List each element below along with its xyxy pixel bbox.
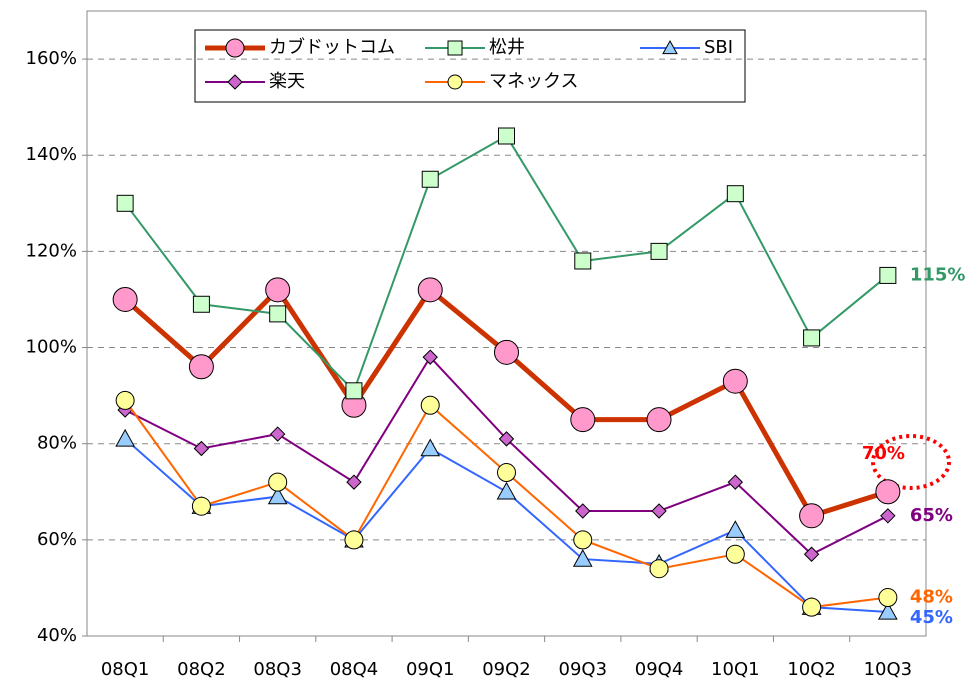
data-point bbox=[188, 354, 214, 380]
y-tick-label: 140% bbox=[26, 144, 77, 165]
legend-label: SBI bbox=[704, 37, 733, 58]
x-tick-label: 10Q3 bbox=[864, 659, 913, 680]
data-point bbox=[572, 549, 593, 567]
data-point bbox=[879, 266, 897, 284]
data-point bbox=[193, 440, 210, 457]
data-point bbox=[573, 530, 593, 550]
x-tick-label: 09Q1 bbox=[406, 659, 455, 680]
data-point bbox=[802, 597, 822, 617]
data-point bbox=[421, 170, 439, 188]
data-point bbox=[344, 530, 364, 550]
data-point bbox=[725, 544, 745, 564]
data-point bbox=[803, 546, 820, 562]
data-point bbox=[498, 127, 515, 145]
data-label: 45% bbox=[910, 607, 953, 628]
legend-label: 楽天 bbox=[269, 71, 305, 92]
x-tick-label: 08Q3 bbox=[253, 659, 302, 680]
data-point bbox=[191, 496, 211, 516]
data-point bbox=[497, 463, 516, 483]
legend-label: マネックス bbox=[489, 71, 578, 92]
data-point bbox=[265, 277, 291, 303]
data-point bbox=[878, 601, 898, 620]
data-point bbox=[496, 481, 517, 500]
data-point bbox=[116, 194, 134, 212]
y-tick-label: 60% bbox=[37, 529, 77, 550]
y-tick-label: 120% bbox=[26, 240, 77, 261]
data-point bbox=[574, 252, 592, 270]
data-point bbox=[115, 390, 135, 410]
data-label: 115% bbox=[910, 264, 966, 285]
data-point bbox=[115, 428, 135, 447]
legend-marker bbox=[225, 38, 245, 58]
x-tick-label: 09Q4 bbox=[635, 659, 684, 680]
data-point bbox=[575, 503, 591, 519]
legend-label: カブドットコム bbox=[269, 36, 395, 58]
data-point bbox=[799, 503, 825, 529]
legend-marker bbox=[447, 74, 463, 90]
legend-marker bbox=[447, 40, 463, 56]
data-point bbox=[651, 503, 667, 519]
x-tick-label: 09Q3 bbox=[559, 659, 608, 680]
data-point bbox=[112, 286, 138, 312]
data-point bbox=[498, 431, 515, 447]
data-point bbox=[346, 474, 362, 490]
data-point bbox=[192, 295, 210, 313]
data-point bbox=[570, 407, 596, 433]
data-point bbox=[880, 508, 896, 524]
y-tick-label: 160% bbox=[26, 48, 77, 69]
legend-label: 松井 bbox=[489, 37, 525, 58]
y-tick-label: 80% bbox=[37, 433, 77, 454]
x-tick-label: 09Q2 bbox=[482, 659, 531, 680]
y-tick-label: 40% bbox=[37, 625, 77, 646]
data-point bbox=[649, 559, 669, 579]
data-point bbox=[268, 472, 288, 492]
data-point bbox=[722, 368, 748, 394]
data-point bbox=[646, 407, 672, 433]
legend-box bbox=[194, 29, 746, 103]
x-tick-label: 08Q4 bbox=[330, 659, 379, 680]
data-point bbox=[725, 520, 746, 538]
data-label: 48% bbox=[910, 587, 953, 608]
x-tick-label: 08Q2 bbox=[177, 659, 226, 680]
highlight-ellipse bbox=[871, 434, 951, 490]
data-point bbox=[269, 426, 286, 442]
x-tick-label: 10Q1 bbox=[711, 659, 760, 680]
data-point bbox=[417, 277, 443, 303]
data-point bbox=[727, 474, 744, 490]
legend-marker bbox=[662, 39, 678, 55]
data-point bbox=[726, 185, 744, 203]
data-point bbox=[269, 305, 287, 323]
data-point bbox=[267, 486, 288, 505]
plot-frame bbox=[86, 10, 927, 637]
data-label: 70% bbox=[862, 443, 905, 464]
data-label: 65% bbox=[910, 505, 953, 526]
x-tick-label: 08Q1 bbox=[101, 659, 150, 680]
data-point bbox=[878, 588, 898, 608]
legend-marker bbox=[227, 74, 243, 90]
x-tick-label: 10Q2 bbox=[787, 659, 836, 680]
data-point bbox=[803, 329, 821, 347]
data-point bbox=[345, 382, 363, 400]
data-point bbox=[875, 479, 901, 505]
data-point bbox=[420, 438, 441, 457]
data-point bbox=[494, 339, 519, 365]
data-point bbox=[422, 349, 438, 365]
y-tick-label: 100% bbox=[26, 337, 77, 358]
data-point bbox=[650, 242, 668, 260]
data-point bbox=[420, 395, 440, 415]
